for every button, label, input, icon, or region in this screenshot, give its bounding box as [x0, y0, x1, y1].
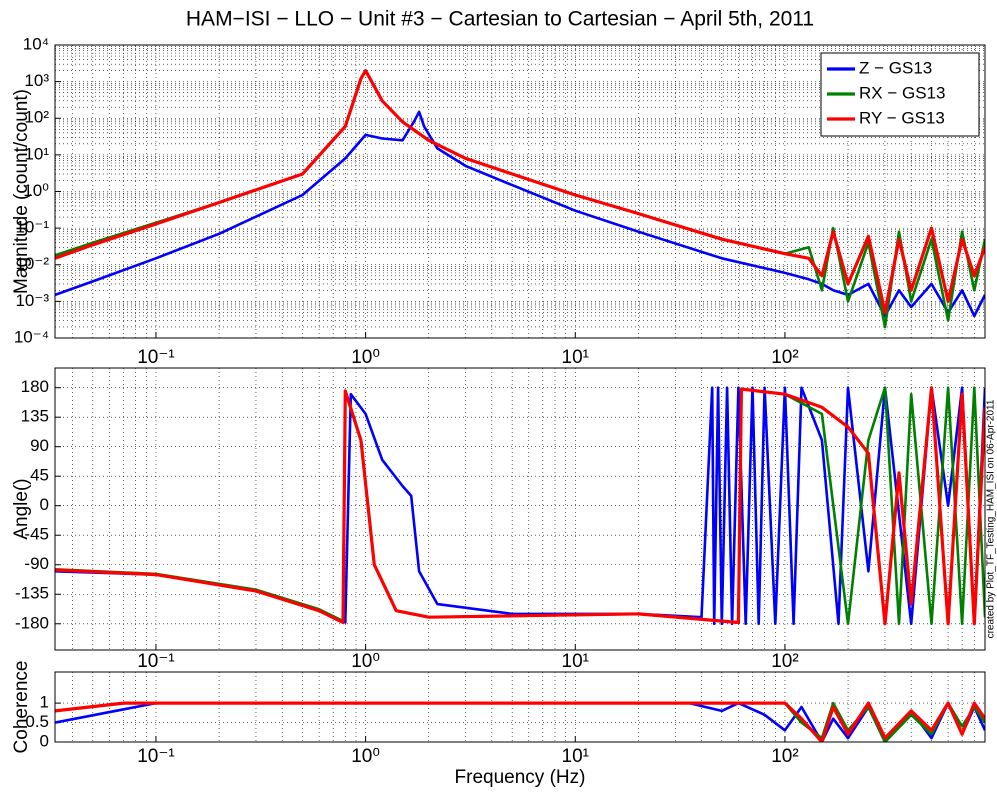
y-tick-label: 10⁻¹ — [15, 218, 49, 237]
y-tick-label: 0 — [40, 731, 49, 750]
y-axis-label: Magnitude (count/count) — [11, 89, 32, 294]
y-tick-label: 10⁰ — [23, 181, 49, 200]
y-axis-label: Coherence — [11, 661, 32, 754]
axes: 10⁻¹ 10⁰ 10¹ 10² 180 135 90 45 0 -45 -90 -135 -180 An… — [11, 367, 997, 672]
x-tick-label: 10² — [771, 347, 798, 368]
axes: 10⁻¹ 10⁰ 10¹ 10² 00.51 Coherence Frequency (Hz… — [11, 661, 986, 788]
y-tick-label: 90 — [30, 436, 49, 455]
x-tick-label: 10² — [771, 746, 798, 767]
axes-frame — [54, 44, 986, 339]
x-tick-label: 10¹ — [562, 347, 589, 368]
y-tick-label: 1 — [40, 693, 49, 712]
x-tick-label: 10⁰ — [351, 347, 380, 368]
x-tick-label: 10⁰ — [351, 746, 380, 767]
y-tick-label: 10⁻³ — [15, 291, 49, 310]
legend-label: RX − GS13 — [859, 83, 945, 102]
legend-label: Z − GS13 — [859, 58, 932, 77]
y-axis-label: Angle() — [11, 478, 32, 539]
axes-frame — [54, 367, 986, 651]
x-axis-label: Frequency (Hz) — [455, 767, 586, 788]
x-tick-label: 10² — [771, 651, 798, 672]
y-tick-label: -135 — [15, 584, 49, 603]
y-tick-label: 10¹ — [24, 144, 49, 163]
y-tick-label: 10⁻⁴ — [14, 327, 49, 346]
y-tick-label: 10⁴ — [23, 34, 49, 53]
y-tick-label: -180 — [15, 613, 49, 632]
y-tick-label: 10² — [24, 108, 49, 127]
y-tick-label: -90 — [24, 554, 49, 573]
plot-area — [55, 386, 985, 626]
series-line — [55, 386, 985, 626]
plot-area — [55, 701, 985, 742]
y-tick-label: 135 — [21, 407, 49, 426]
y-tick-label: 45 — [30, 466, 49, 485]
x-tick-label: 10¹ — [562, 746, 589, 767]
axes-frame — [54, 671, 986, 743]
x-tick-label: 10⁰ — [351, 651, 380, 672]
axes: 10⁻¹ 10⁰ 10¹ 10² 10⁻⁴ 10⁻³ 10⁻² 10⁻¹ 10⁰ 10¹ 10² 10… — [11, 34, 986, 368]
y-tick-label: 0.5 — [25, 712, 49, 731]
legend-label: RY − GS13 — [859, 108, 945, 127]
plot-area — [55, 69, 985, 329]
x-tick-label: 10⁻¹ — [137, 347, 175, 368]
x-tick-label: 10¹ — [562, 651, 589, 672]
x-tick-label: 10⁻¹ — [137, 746, 175, 767]
y-tick-label: 180 — [21, 377, 49, 396]
series-line — [55, 110, 985, 318]
annotation: created by Plot_TF_Testing_HAM_ISI on 06… — [986, 399, 997, 638]
chart-title: HAM−ISI − LLO − Unit #3 − Cartesian to C… — [186, 8, 814, 31]
y-tick-label: 10³ — [24, 71, 49, 90]
y-tick-label: 0 — [40, 495, 49, 514]
series-line — [55, 69, 985, 314]
x-tick-label: 10⁻¹ — [137, 651, 175, 672]
y-tick-label: -45 — [24, 525, 49, 544]
series-line — [55, 701, 985, 742]
y-tick-label: 10⁻² — [15, 254, 49, 273]
